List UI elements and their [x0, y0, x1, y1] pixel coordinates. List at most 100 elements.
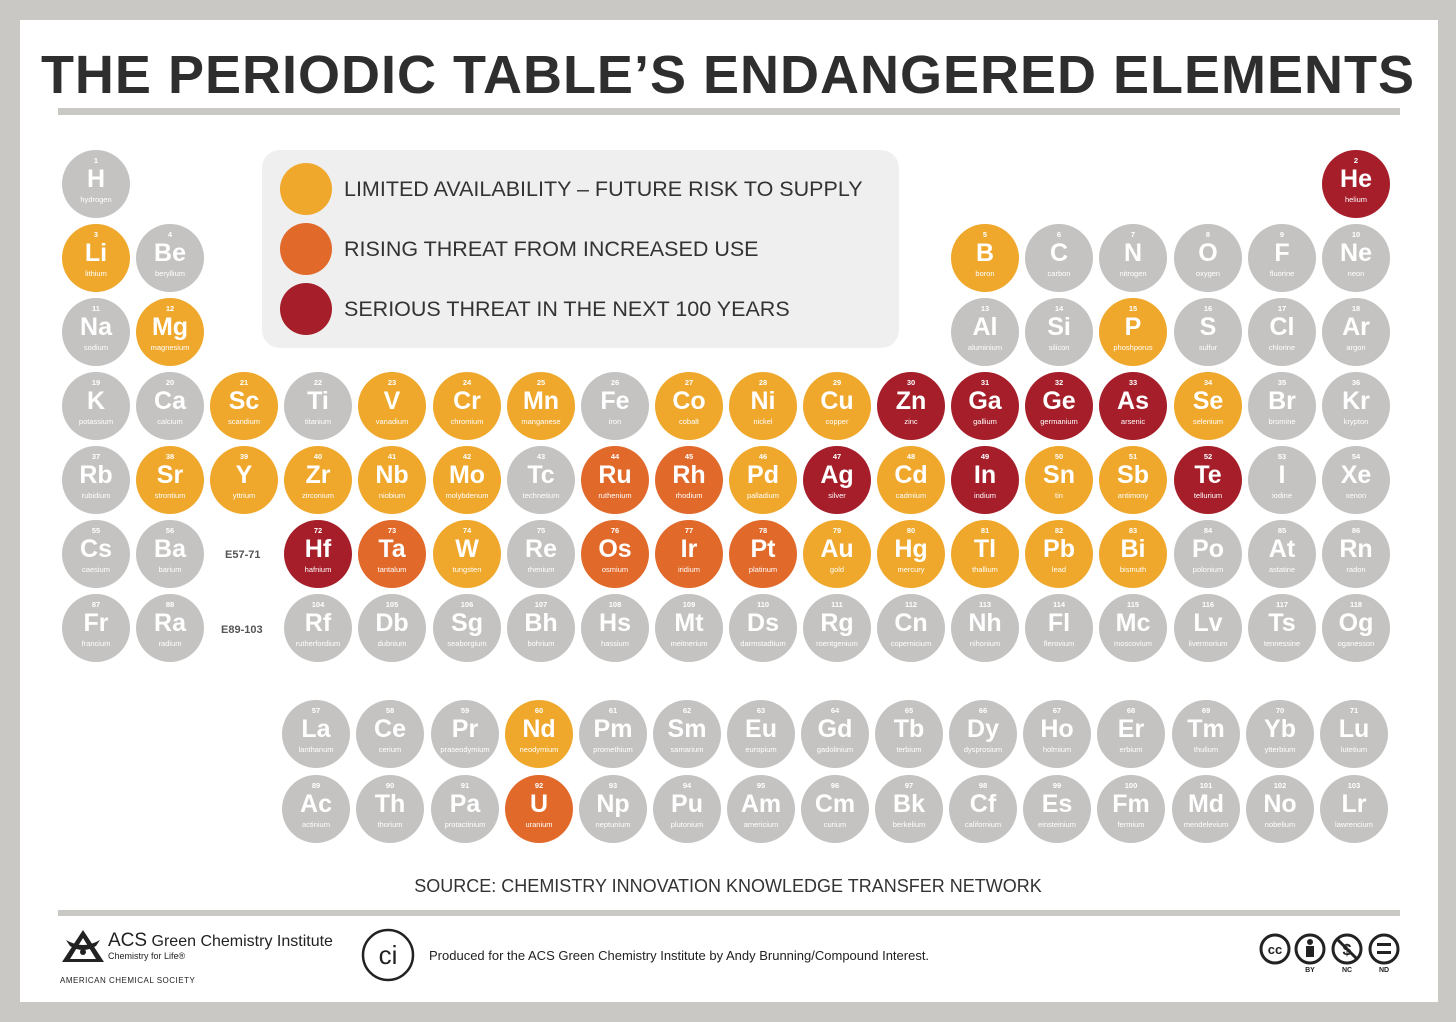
- element-name: tungsten: [452, 565, 482, 574]
- element-name: niobium: [378, 491, 406, 500]
- element-name: plutonium: [670, 820, 704, 829]
- element-tantalum: 73 Ta tantalum: [358, 520, 426, 588]
- element-symbol: Ag: [820, 461, 854, 489]
- atomic-number: 49: [980, 452, 990, 461]
- element-chlorine: 17 Cl chlorine: [1248, 298, 1316, 366]
- element-symbol: Al: [972, 313, 998, 341]
- element-name: argon: [1346, 343, 1366, 352]
- element-iridium: 77 Ir iridium: [655, 520, 723, 588]
- element-name: oganesson: [1337, 639, 1375, 648]
- atomic-number: 116: [1201, 600, 1215, 609]
- element-symbol: O: [1198, 239, 1218, 267]
- element-name: seaborgium: [447, 639, 487, 648]
- atomic-number: 113: [978, 600, 992, 609]
- element-symbol: Hg: [894, 535, 928, 563]
- element-symbol: Pm: [593, 715, 633, 743]
- element-nobelium: 102 No nobelium: [1246, 775, 1314, 843]
- element-symbol: Er: [1117, 715, 1145, 743]
- atomic-number: 47: [832, 452, 842, 461]
- atomic-number: 69: [1201, 706, 1211, 715]
- element-platinum: 78 Pt platinum: [729, 520, 797, 588]
- element-symbol: Mt: [674, 609, 704, 637]
- element-molybdenum: 42 Mo molybdenum: [433, 446, 501, 514]
- element-symbol: Tl: [973, 535, 997, 563]
- element-polonium: 84 Po polonium: [1174, 520, 1242, 588]
- element-name: copper: [825, 417, 849, 426]
- atomic-number: 86: [1351, 526, 1361, 535]
- element-name: silicon: [1048, 343, 1070, 352]
- atomic-number: 37: [91, 452, 101, 461]
- element-symbol: Te: [1194, 461, 1222, 489]
- atomic-number: 43: [536, 452, 546, 461]
- element-tellurium: 52 Te tellurium: [1174, 446, 1242, 514]
- element-name: chlorine: [1268, 343, 1296, 352]
- atomic-number: 44: [610, 452, 620, 461]
- atomic-number: 65: [904, 706, 914, 715]
- element-plutonium: 94 Pu plutonium: [653, 775, 721, 843]
- element-symbol: He: [1340, 165, 1372, 193]
- atomic-number: 90: [385, 781, 395, 790]
- element-name: bismuth: [1119, 565, 1147, 574]
- element-symbol: Hs: [599, 609, 631, 637]
- element-name: phoshporus: [1113, 343, 1153, 352]
- element-symbol: Cu: [820, 387, 854, 415]
- atomic-number: 109: [682, 600, 696, 609]
- atomic-number: 59: [460, 706, 470, 715]
- element-name: flerovium: [1043, 639, 1075, 648]
- element-symbol: Nb: [375, 461, 409, 489]
- atomic-number: 118: [1349, 600, 1363, 609]
- atomic-number: 68: [1126, 706, 1136, 715]
- element-symbol: Mc: [1115, 609, 1151, 637]
- element-symbol: Sm: [667, 715, 707, 743]
- atomic-number: 23: [387, 378, 397, 387]
- atomic-number: 96: [830, 781, 840, 790]
- footer-divider: [58, 910, 1400, 916]
- element-symbol: Zr: [305, 461, 331, 489]
- atomic-number: 61: [608, 706, 618, 715]
- element-aluminium: 13 Al aluminium: [951, 298, 1019, 366]
- atomic-number: 111: [831, 600, 843, 609]
- element-symbol: Tc: [527, 461, 555, 489]
- element-name: boron: [975, 269, 995, 278]
- element-cobalt: 27 Co cobalt: [655, 372, 723, 440]
- element-symbol: Ne: [1340, 239, 1372, 267]
- element-name: iridium: [677, 565, 701, 574]
- atomic-number: 63: [756, 706, 766, 715]
- element-name: livermorium: [1188, 639, 1228, 648]
- element-thorium: 90 Th thorium: [356, 775, 424, 843]
- atomic-number: 78: [758, 526, 768, 535]
- element-name: lawrencium: [1335, 820, 1373, 829]
- actinide-range-label: E89-103: [221, 624, 263, 636]
- element-name: iodine: [1271, 491, 1293, 500]
- element-symbol: Si: [1047, 313, 1071, 341]
- element-ruthenium: 44 Ru ruthenium: [581, 446, 649, 514]
- element-name: holmium: [1042, 745, 1072, 754]
- cc-label-by: BY: [1305, 967, 1315, 974]
- element-symbol: Kr: [1342, 387, 1370, 415]
- element-name: oxygen: [1195, 269, 1221, 278]
- element-chromium: 24 Cr chromium: [433, 372, 501, 440]
- atomic-number: 7: [1130, 230, 1136, 239]
- element-symbol: Li: [84, 239, 108, 267]
- atomic-number: 8: [1205, 230, 1211, 239]
- element-symbol: N: [1123, 239, 1143, 267]
- title-divider: [58, 108, 1400, 115]
- element-symbol: V: [383, 387, 401, 415]
- element-name: arsenic: [1120, 417, 1146, 426]
- element-name: thulium: [1193, 745, 1219, 754]
- element-symbol: Sn: [1043, 461, 1075, 489]
- element-oganesson: 118 Og oganesson: [1322, 594, 1390, 662]
- element-symbol: Cf: [969, 790, 997, 818]
- element-name: cadmium: [895, 491, 927, 500]
- atomic-number: 42: [462, 452, 472, 461]
- atomic-number: 75: [536, 526, 546, 535]
- element-name: gadolinium: [816, 745, 854, 754]
- element-name: tantalum: [377, 565, 407, 574]
- atomic-number: 66: [978, 706, 988, 715]
- element-ytterbium: 70 Yb ytterbium: [1246, 700, 1314, 768]
- element-name: protactinium: [444, 820, 486, 829]
- atomic-number: 74: [462, 526, 472, 535]
- element-symbol: Ac: [300, 790, 332, 818]
